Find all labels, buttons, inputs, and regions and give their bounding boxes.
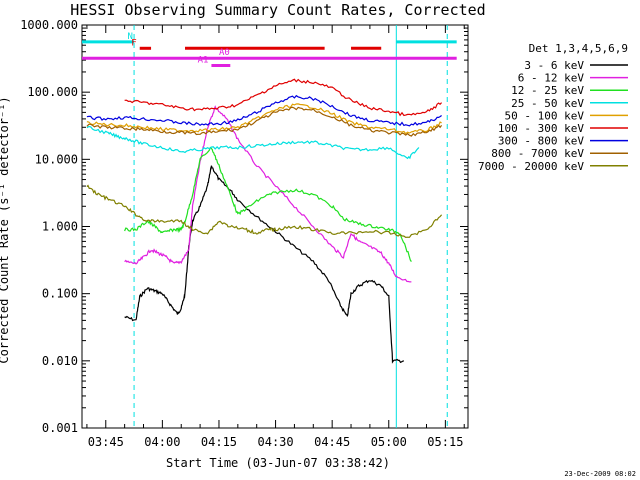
x-axis: 03:45 04:00 04:15 04:30 04:45 05:00 05:15: [86, 25, 465, 449]
y-tick-label: 1000.000: [20, 18, 78, 32]
series-line: [124, 165, 405, 364]
legend-entry-label: 800 - 7000 keV: [491, 147, 584, 160]
chart-title: HESSI Observing Summary Count Rates, Cor…: [70, 1, 485, 19]
y-tick-label: 10.000: [35, 152, 78, 166]
x-tick-label: 04:45: [314, 435, 350, 449]
x-tick-label: 04:15: [201, 435, 237, 449]
legend-entry-label: 3 - 6 keV: [524, 59, 584, 72]
x-tick-label: 05:15: [427, 435, 463, 449]
flag-label-a0: A0: [219, 48, 230, 58]
y-tick-label: 100.000: [27, 85, 78, 99]
vertical-markers: [133, 25, 448, 428]
series-line: [86, 125, 420, 160]
instrument-flags: NF A0 A1: [82, 32, 457, 67]
series-line: [86, 184, 443, 239]
flag-label-n: N: [128, 32, 133, 42]
footer-date: 23-Dec-2009 08:02: [564, 470, 636, 478]
legend-entry-label: 300 - 800 keV: [498, 135, 584, 148]
legend-entry-label: 50 - 100 keV: [505, 109, 585, 122]
legend-entry-label: 6 - 12 keV: [518, 72, 585, 85]
x-tick-label: 05:00: [371, 435, 407, 449]
legend-entry-label: 100 - 300 keV: [498, 122, 584, 135]
y-axis: 0.001 0.010 0.100 1.000 10.000 100.000 1000.00…: [20, 18, 468, 435]
legend-entry-label: 25 - 50 keV: [511, 97, 584, 110]
x-tick-label: 04:00: [144, 435, 180, 449]
y-tick-label: 0.100: [42, 287, 78, 301]
x-tick-label: 04:30: [258, 435, 294, 449]
x-axis-label: Start Time (03-Jun-07 03:38:42): [166, 456, 390, 470]
legend-entry-label: 12 - 25 keV: [511, 84, 584, 97]
legend-entry-label: 7000 - 20000 keV: [478, 160, 584, 173]
series-line: [124, 78, 443, 117]
legend-title: Det 1,3,4,5,6,9: [529, 42, 628, 55]
series-line: [124, 105, 412, 283]
series-line: [86, 106, 443, 137]
series-lines: [86, 78, 443, 364]
y-tick-label: 0.001: [42, 421, 78, 435]
flag-label-f: F: [131, 38, 136, 48]
series-line: [86, 103, 442, 135]
series-line: [124, 146, 412, 262]
y-tick-label: 0.010: [42, 354, 78, 368]
flag-label-a1: A1: [198, 55, 209, 65]
y-tick-label: 1.000: [42, 220, 78, 234]
x-tick-label: 03:45: [88, 435, 124, 449]
series-line: [86, 94, 442, 127]
y-axis-label: Corrected Count Rate (s⁻¹ detector⁻¹): [0, 96, 11, 363]
